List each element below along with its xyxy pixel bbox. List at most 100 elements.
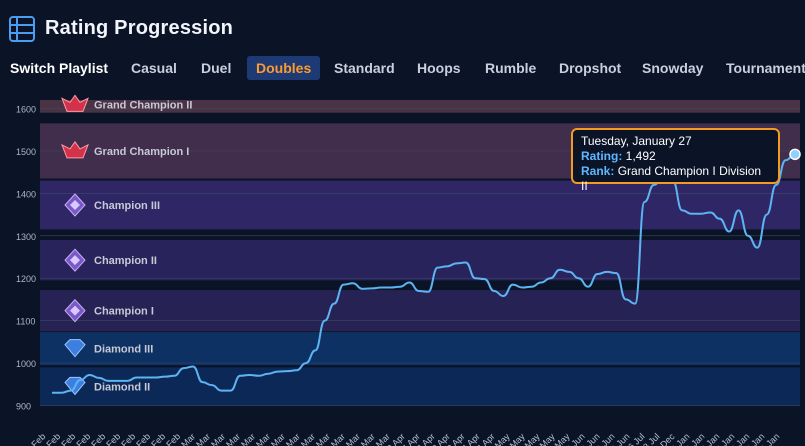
rating-point (719, 218, 721, 220)
tab-duel[interactable]: Duel (201, 60, 232, 76)
rating-point (380, 286, 382, 288)
tooltip-rating-label: Rating: (581, 149, 623, 163)
rating-point (681, 209, 683, 211)
rating-point (606, 271, 608, 273)
rating-point (399, 286, 401, 288)
rating-point (173, 375, 175, 377)
rank-band-label: Diamond II (94, 381, 150, 393)
champion-rank-icon (64, 248, 86, 272)
y-axis: 900 1000 1100 1200 1300 1400 1500 1600 (16, 104, 36, 411)
rating-point (615, 272, 617, 274)
rating-point (305, 362, 307, 364)
rating-point (145, 376, 147, 378)
rank-band-label: Diamond III (94, 344, 153, 356)
rating-point (98, 377, 100, 379)
champion-core (70, 255, 80, 266)
rating-point (737, 209, 739, 211)
tooltip-date: Tuesday, January 27 (581, 134, 692, 148)
tab-tournament[interactable]: Tournament (726, 60, 805, 76)
champion-core (70, 305, 80, 316)
rating-point (512, 283, 514, 285)
rank-band (40, 180, 800, 230)
rating-point (502, 295, 504, 297)
rank-band (40, 332, 800, 366)
tooltip-rating-value: 1,492 (625, 149, 656, 163)
rating-point (530, 286, 532, 288)
rating-point (324, 319, 326, 321)
rating-point (625, 298, 627, 300)
grand-champion-rank-icon (61, 94, 89, 112)
tooltip-rank-value: Grand Champion I Division II (581, 164, 762, 193)
rating-point (220, 389, 222, 391)
rating-point (643, 201, 645, 203)
rank-band-label: Champion III (94, 200, 160, 212)
rating-point (70, 389, 72, 391)
rating-point (51, 392, 53, 394)
rating-point (192, 365, 194, 367)
rank-band (40, 240, 800, 281)
rating-point (483, 278, 485, 280)
rating-point (333, 302, 335, 304)
rating-point (700, 213, 702, 215)
rating-point (446, 265, 448, 267)
rating-point (258, 375, 260, 377)
rating-point (154, 376, 156, 378)
rating-point (577, 277, 579, 279)
rating-point (747, 235, 749, 237)
rating-point (126, 380, 128, 382)
rating-point (596, 273, 598, 275)
rank-band-label: Champion I (94, 306, 154, 318)
rating-point (766, 213, 768, 215)
y-tick-label: 1400 (16, 189, 36, 199)
rating-point (540, 281, 542, 283)
tab-snowday[interactable]: Snowday (642, 60, 704, 76)
hover-point-marker (789, 148, 801, 161)
rating-point (182, 367, 184, 369)
header: Rating Progression (0, 0, 805, 52)
rating-point (277, 370, 279, 372)
rating-point (314, 349, 316, 351)
rating-point (690, 213, 692, 215)
y-tick-label: 1200 (16, 274, 36, 284)
page-title: Rating Progression (45, 17, 234, 39)
rating-point (79, 379, 81, 381)
rating-point (239, 375, 241, 377)
tab-standard[interactable]: Standard (334, 60, 395, 76)
rating-point (295, 369, 297, 371)
tab-doubles[interactable]: Doubles (247, 56, 321, 80)
rating-point (455, 262, 457, 264)
playlist-tabs: Switch Playlist Casual Duel Doubles Stan… (0, 54, 805, 82)
tab-hoops[interactable]: Hoops (417, 60, 461, 76)
rating-point (229, 389, 231, 391)
tab-casual[interactable]: Casual (131, 60, 177, 76)
rating-point (709, 211, 711, 213)
rating-point (267, 372, 269, 374)
rank-band-label: Grand Champion I (94, 146, 189, 158)
rating-point (521, 286, 523, 288)
rating-point (117, 380, 119, 382)
diamond-shape (64, 339, 86, 358)
y-tick-label: 1500 (16, 147, 36, 157)
rating-point (361, 288, 363, 290)
champion-rank-icon (64, 298, 86, 323)
tab-dropshot[interactable]: Dropshot (559, 60, 622, 76)
rating-tooltip: Tuesday, January 27 Rating: 1,492 Rank: … (571, 128, 780, 193)
rating-point (427, 291, 429, 293)
tab-rumble[interactable]: Rumble (485, 60, 537, 76)
rank-band (40, 100, 800, 113)
rank-bands (40, 100, 800, 406)
rating-point (465, 261, 467, 263)
rating-point (248, 374, 250, 376)
rating-point (408, 281, 410, 283)
y-tick-label: 1600 (16, 104, 36, 114)
rating-point (436, 266, 438, 268)
rating-point (342, 283, 344, 285)
rating-chart: 900 1000 1100 1200 1300 1400 1500 1600 Diamond … (16, 94, 801, 446)
rank-band-label: Champion II (94, 255, 157, 267)
rating-point (389, 286, 391, 288)
switch-playlist-label: Switch Playlist (10, 60, 109, 76)
table-list-icon (9, 16, 35, 42)
champion-rank-icon (64, 193, 86, 217)
rating-point (559, 269, 561, 271)
